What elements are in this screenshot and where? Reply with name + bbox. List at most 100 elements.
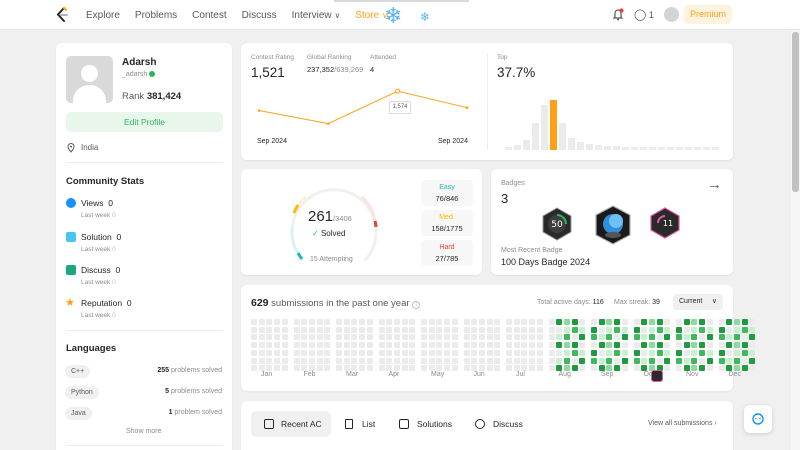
heatmap-month-label: Sep (601, 371, 614, 378)
tab-discuss-label: Discuss (493, 419, 523, 429)
leetcode-logo-icon[interactable] (55, 7, 69, 23)
tab-recent-ac-label: Recent AC (281, 419, 322, 429)
heatmap-cell (521, 342, 528, 349)
heatmap-cell (676, 357, 683, 364)
heatmap-cell (308, 326, 315, 333)
streak-counter[interactable]: ◯ 1 (634, 8, 654, 21)
heatmap-cell (428, 342, 435, 349)
nav-interview[interactable]: Interview ∨ (292, 10, 341, 21)
badges-count: 3 (501, 191, 509, 206)
info-icon[interactable]: i (412, 301, 421, 309)
heatmap-cell (556, 334, 563, 341)
heatmap-cell (428, 349, 435, 356)
premium-button[interactable]: Premium (684, 5, 732, 24)
heatmap-cell (563, 349, 570, 356)
heatmap-cell (664, 334, 671, 341)
heatmap-cell (598, 357, 605, 364)
heatmap-cell (478, 349, 485, 356)
heatmap-cell (336, 357, 343, 364)
heatmap-cell (664, 326, 671, 333)
heatmap-month-label: Jul (516, 371, 525, 378)
heatmap-cell (274, 349, 281, 356)
medium-label: Med. (439, 214, 455, 221)
nav-contest[interactable]: Contest (192, 9, 227, 21)
heatmap-cell (428, 357, 435, 364)
notification-bell-icon[interactable] (612, 8, 624, 21)
heatmap-cell (494, 326, 501, 333)
heatmap-cell (579, 334, 586, 341)
solved-problems-card: 261/3406 ✓ Solved 15 Attempting Easy 76/… (241, 169, 482, 275)
heatmap-cell (556, 342, 563, 349)
heatmap-cell (359, 365, 366, 372)
heatmap-cell (378, 357, 385, 364)
heatmap-cell (513, 319, 520, 326)
heatmap-cell (393, 342, 400, 349)
hard-value: 27/785 (435, 254, 459, 263)
heatmap-cell (324, 342, 331, 349)
solved-progress-ring (290, 188, 378, 261)
heatmap-cell (324, 349, 331, 356)
heatmap-cell (421, 342, 428, 349)
heatmap-cell (478, 326, 485, 333)
heatmap-cell (386, 357, 393, 364)
stat-solution-value: 0 (116, 232, 122, 242)
heatmap-cell (258, 342, 265, 349)
rating-series-line (258, 90, 468, 125)
page-scrollbar[interactable] (791, 30, 800, 450)
heatmap-cell (741, 342, 748, 349)
heatmap-cell (308, 349, 315, 356)
nav-explore[interactable]: Explore (86, 9, 120, 21)
heatmap-cell (378, 349, 385, 356)
tab-list[interactable]: List (344, 411, 384, 437)
arrow-right-icon[interactable]: → (707, 176, 722, 193)
heatmap-cell (683, 365, 690, 372)
show-more-link[interactable]: Show more (126, 428, 162, 435)
user-avatar[interactable] (664, 7, 679, 22)
lang-java-count: 1 (168, 409, 173, 416)
heatmap-cell (548, 342, 555, 349)
rating-line-chart[interactable] (253, 83, 473, 133)
avatar-body-shape (73, 85, 106, 103)
year-select[interactable]: Current ∨ (673, 294, 723, 310)
heatmap-cell (606, 357, 613, 364)
heatmap-cell (614, 319, 621, 326)
stat-solution-sub-label: Last week (81, 246, 111, 253)
nav-store[interactable]: Store ∨ (355, 10, 388, 21)
heatmap-cell (648, 357, 655, 364)
heatmap-cell (494, 342, 501, 349)
heatmap-cell (494, 334, 501, 341)
heatmap-cell (571, 319, 578, 326)
heatmap-cell (563, 357, 570, 364)
badge-nov-2024[interactable]: 11 (649, 207, 681, 239)
edit-profile-button[interactable]: Edit Profile (66, 112, 223, 132)
view-all-submissions-link[interactable]: View all submissions › (648, 420, 717, 427)
nav-discuss[interactable]: Discuss (241, 9, 277, 21)
heatmap-cell (529, 349, 536, 356)
help-chat-button[interactable] (744, 405, 772, 433)
badge-nov-text: 11 (663, 219, 673, 228)
nav-problems[interactable]: Problems (134, 9, 178, 21)
heatmap-cell (656, 365, 663, 372)
heatmap-cell (421, 334, 428, 341)
rating-tooltip-value: 1,574 (392, 104, 408, 110)
rank-label: Rank (122, 91, 145, 102)
tab-recent-ac[interactable]: Recent AC (251, 411, 331, 437)
heatmap-cell (676, 365, 683, 372)
tab-discuss[interactable]: Discuss (475, 411, 527, 437)
stat-discuss-label: Discuss (81, 265, 111, 275)
badge-100-days[interactable] (593, 205, 633, 245)
heatmap-cell (393, 365, 400, 372)
badge-50-days[interactable]: 50 (541, 207, 573, 241)
heatmap-cell (316, 319, 323, 326)
heatmap-cell (718, 349, 725, 356)
tab-solutions[interactable]: Solutions (399, 411, 459, 437)
heatmap-cell (366, 365, 373, 372)
heatmap-cell (266, 342, 273, 349)
heatmap-cell (621, 349, 628, 356)
heatmap-cell (401, 319, 408, 326)
scrollbar-thumb[interactable] (792, 32, 799, 192)
avatar-head-shape (81, 65, 98, 82)
rating-tooltip: 1,574 (389, 101, 411, 114)
heatmap-cell (741, 326, 748, 333)
heatmap-cell (691, 349, 698, 356)
